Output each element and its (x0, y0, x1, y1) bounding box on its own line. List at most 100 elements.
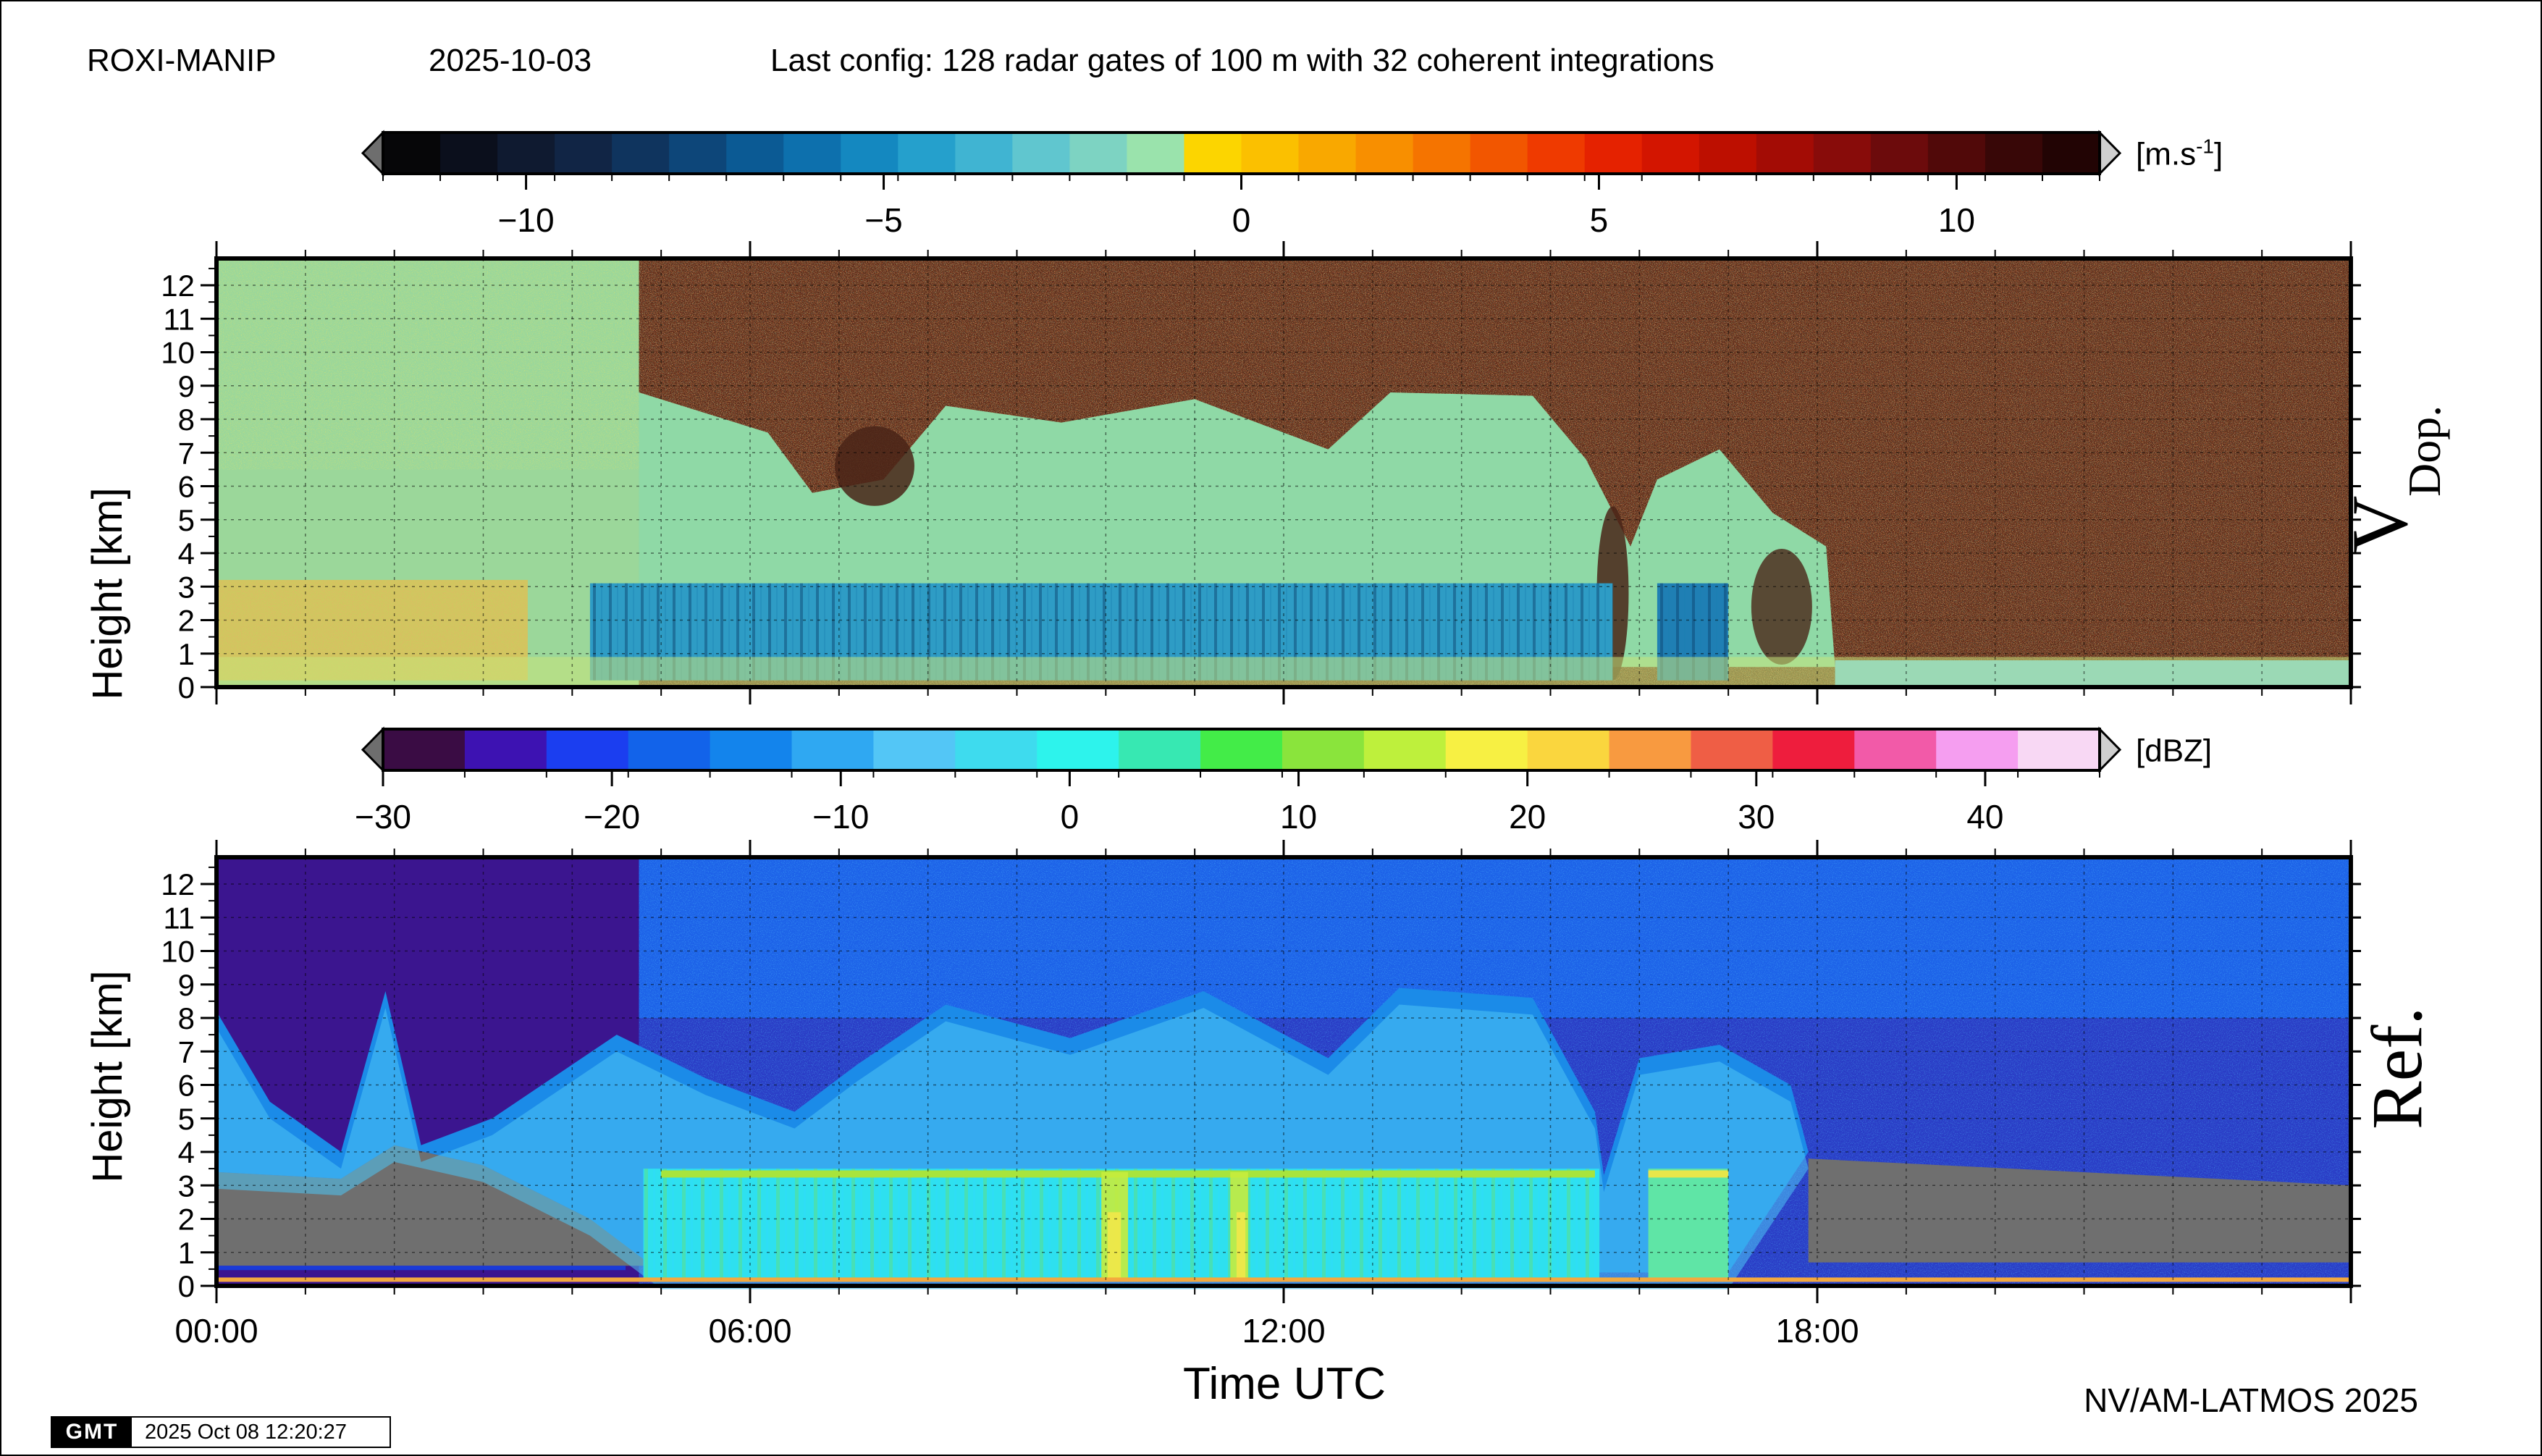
panel-frame (214, 855, 2353, 1288)
colorbar-cell (1584, 132, 1643, 174)
colorbar-unit-close: ] (2214, 137, 2223, 172)
colorbar-min-triangle (361, 130, 384, 177)
colorbar-cell (383, 729, 466, 770)
colorbar-cell (1069, 132, 1128, 174)
colorbar-cell (1936, 729, 2019, 770)
colorbar-cell (497, 132, 555, 174)
y-tick-label: 1 (178, 1236, 195, 1270)
y-tick-label: 2 (178, 604, 195, 638)
colorbar-cell (841, 132, 898, 174)
y-tick-label: 2 (178, 1203, 195, 1237)
colorbar-tick-label: 10 (1280, 798, 1317, 836)
colorbar-cell (1363, 729, 1447, 770)
colorbar-cell (546, 729, 629, 770)
y-tick-label: 0 (178, 670, 195, 704)
doppler-unit-label: [m.s-1] (2136, 135, 2223, 172)
y-tick-label: 11 (163, 901, 195, 935)
y-tick-label: 9 (178, 369, 195, 403)
y-tick-label: 5 (178, 1102, 195, 1136)
gray-noise-late (1808, 1158, 2351, 1263)
gmt-timestamp: 2025 Oct 08 12:20:27 (145, 1420, 347, 1444)
colorbar-cell (1813, 132, 1872, 174)
doppler-grid (216, 258, 2351, 687)
colorbar-cell (1927, 132, 1986, 174)
low-echo-line (216, 1266, 626, 1271)
y-tick-label: 7 (178, 436, 195, 470)
gmt-logo-icon: GMT (52, 1418, 132, 1447)
y-tick-label: 11 (163, 302, 195, 336)
colorbar-cell (1527, 132, 1586, 174)
colorbar-cell (955, 132, 1013, 174)
panel-label-v: V (2336, 496, 2424, 553)
colorbar-cell (555, 132, 613, 174)
colorbar-tick-label: −10 (812, 798, 869, 836)
x-tick-label: 12:00 (1242, 1312, 1325, 1350)
surface-late (1835, 660, 2351, 687)
colorbar-cell (2042, 132, 2100, 174)
colorbar-cell (1200, 729, 1283, 770)
reflectivity-ylabel: Height [km] (84, 970, 131, 1182)
x-tick-label: 00:00 (174, 1312, 258, 1350)
y-tick-label: 3 (178, 1169, 195, 1203)
gmt-timestamp-box: GMT 2025 Oct 08 12:20:27 (51, 1416, 391, 1448)
y-tick-label: 12 (161, 867, 195, 901)
bright-band (661, 1170, 1595, 1178)
colorbar-cell (440, 132, 498, 174)
colorbar-cell (2018, 729, 2100, 770)
colorbar-cell (710, 729, 793, 770)
colorbar-cell (1854, 729, 1937, 770)
config-text: Last config: 128 radar gates of 100 m wi… (770, 43, 1714, 78)
y-tick-label: 12 (161, 269, 195, 303)
noise-pocket (1751, 549, 1812, 665)
colorbar-cell (1772, 729, 1855, 770)
colorbar-cell (898, 132, 956, 174)
reflectivity-panel-label: Ref. (2357, 1007, 2437, 1129)
colorbar-cell (1699, 132, 1757, 174)
credit-text: NV/AM-LATMOS 2025 (2084, 1381, 2418, 1419)
colorbar-cell (1470, 132, 1528, 174)
y-tick-label: 10 (161, 935, 195, 969)
colorbar-cell (1985, 132, 2043, 174)
colorbar-tick-label: 10 (1938, 201, 1975, 239)
colorbar-cell (1298, 132, 1357, 174)
panel-label-dop: Dop. (2399, 405, 2450, 497)
colorbar-cell (1413, 132, 1471, 174)
colorbar-cell (1870, 132, 1929, 174)
noise-pocket (834, 426, 914, 506)
colorbar-cell (1184, 132, 1242, 174)
colorbar-cell (1756, 132, 1814, 174)
gray-noise-early (216, 1145, 662, 1266)
y-tick-label: 7 (178, 1035, 195, 1069)
colorbar-cell (1241, 132, 1300, 174)
x-tick-label: 18:00 (1775, 1312, 1859, 1350)
colorbar-tick-label: 30 (1738, 798, 1775, 836)
y-tick-label: 6 (178, 1069, 195, 1103)
colorbar-cell (612, 132, 670, 174)
colorbar-cell (464, 729, 547, 770)
colorbar-cell (1641, 132, 1700, 174)
y-tick-label: 6 (178, 470, 195, 504)
header-date: 2025-10-03 (429, 43, 592, 78)
y-tick-label: 1 (178, 637, 195, 671)
colorbar-cell (791, 729, 875, 770)
colorbar-cell (383, 132, 441, 174)
reflectivity-colorbar: −30 −20 −10 0 10 20 30 40 [dBZ] (355, 726, 2212, 836)
y-tick-label: 5 (178, 503, 195, 537)
colorbar-cell (1445, 729, 1528, 770)
colorbar-cell (1355, 132, 1414, 174)
colorbar-tick-label: −10 (498, 201, 555, 239)
colorbar-max-triangle (2098, 130, 2122, 177)
colorbar-cell (955, 729, 1038, 770)
colorbar-tick-label: −30 (355, 798, 411, 836)
doppler-ylabel: Height [km] (84, 487, 131, 699)
colorbar-cell (783, 132, 841, 174)
rain-cell-core (1107, 1212, 1121, 1279)
y-tick-label: 4 (178, 536, 195, 571)
time-xlabel: Time UTC (1183, 1359, 1386, 1409)
early-noise (216, 258, 639, 470)
